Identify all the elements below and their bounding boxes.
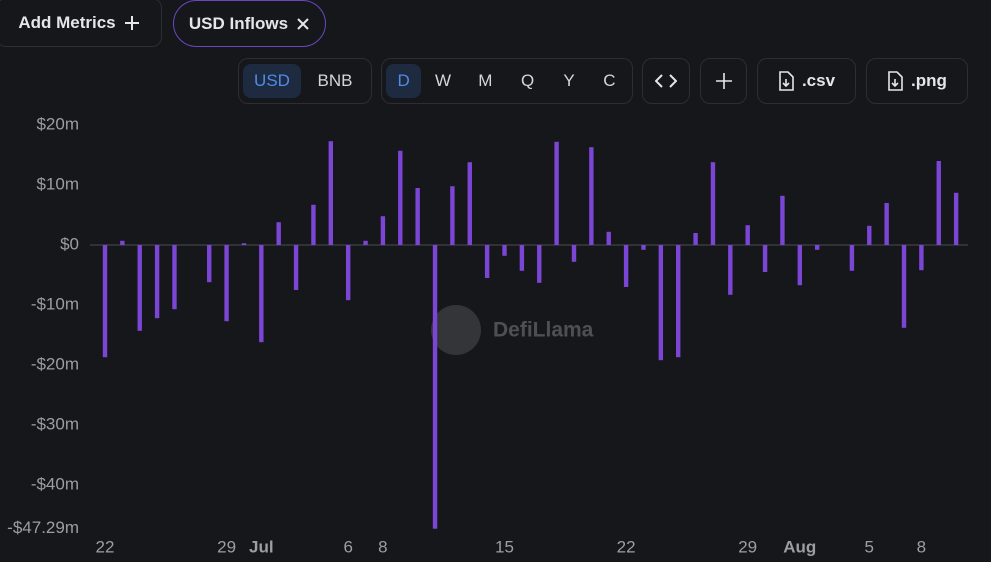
bar xyxy=(728,245,733,295)
add-button[interactable] xyxy=(700,58,747,104)
bar xyxy=(502,245,507,256)
x-tick-label: 5 xyxy=(865,537,874,556)
x-tick-label: 8 xyxy=(378,537,387,556)
bar xyxy=(762,245,768,272)
toggle[interactable]: D xyxy=(386,64,422,98)
bar xyxy=(345,245,351,301)
watermark: DefiLlama xyxy=(431,305,594,355)
watermark-logo xyxy=(431,305,481,355)
csv-button[interactable]: .csv xyxy=(757,58,856,104)
bar xyxy=(293,245,299,290)
close-icon xyxy=(297,17,309,30)
label: .png xyxy=(911,71,947,90)
y-tick-label: $0 xyxy=(60,234,79,253)
bar xyxy=(259,245,264,343)
bar xyxy=(901,245,907,328)
x-tick-label: Jul xyxy=(249,537,274,556)
bar xyxy=(120,240,125,245)
plus-icon xyxy=(124,15,139,30)
toggle[interactable]: BNB xyxy=(317,71,353,90)
toggle[interactable]: USD xyxy=(243,64,301,98)
bar xyxy=(415,188,420,245)
bar xyxy=(953,192,959,245)
bar xyxy=(641,245,646,250)
plus-icon xyxy=(715,73,732,89)
x-tick-label: Aug xyxy=(783,537,816,556)
toggle[interactable]: W xyxy=(435,71,452,90)
add-metrics-button[interactable]: Add Metrics xyxy=(0,0,162,47)
embed-button[interactable] xyxy=(642,58,690,104)
metric-tab[interactable]: USD Inflows xyxy=(173,0,326,47)
bar xyxy=(919,245,924,271)
y-tick-label: -$40m xyxy=(31,474,79,493)
toggle[interactable]: Q xyxy=(521,71,535,90)
bar xyxy=(154,245,160,319)
y-tick-label: -$10m xyxy=(31,294,79,313)
y-tick-label: -$47.29m xyxy=(7,518,79,537)
x-tick-label: 6 xyxy=(343,537,352,556)
bar xyxy=(571,245,577,262)
bar xyxy=(137,245,142,331)
bar xyxy=(172,245,177,310)
toggle[interactable]: Y xyxy=(563,71,575,90)
toggle[interactable]: C xyxy=(603,71,616,90)
y-tick-label: -$30m xyxy=(31,414,79,433)
y-tick-label: -$20m xyxy=(31,354,79,373)
x-tick-label: 8 xyxy=(917,537,926,556)
x-tick-label: 22 xyxy=(617,537,636,556)
bar xyxy=(311,204,316,245)
bar xyxy=(849,245,855,271)
bar xyxy=(676,245,681,358)
bar xyxy=(537,245,542,283)
bar xyxy=(467,162,472,245)
bar xyxy=(623,245,629,287)
label: .csv xyxy=(801,71,836,90)
bar xyxy=(693,233,698,245)
bar xyxy=(554,141,559,245)
watermark-text: DefiLlama xyxy=(493,319,594,342)
y-tick-label: $10m xyxy=(36,174,79,193)
x-tick-label: 29 xyxy=(738,537,757,556)
bar xyxy=(884,203,889,245)
toggle[interactable]: M xyxy=(478,71,493,90)
code-icon xyxy=(655,74,677,88)
bar xyxy=(432,245,438,529)
bar xyxy=(797,245,802,286)
bar xyxy=(710,162,716,245)
bar xyxy=(241,243,247,245)
bar xyxy=(484,245,490,278)
bar xyxy=(224,245,229,322)
denomination-group: USD BNB xyxy=(238,58,372,104)
bar xyxy=(589,147,594,245)
period-group: D W M Q Y C xyxy=(381,58,633,104)
bar xyxy=(814,245,820,250)
bar xyxy=(363,240,368,245)
x-tick-label: 22 xyxy=(96,537,115,556)
bar xyxy=(780,195,785,245)
bar xyxy=(276,222,281,245)
file-icon xyxy=(779,71,794,91)
bar xyxy=(380,216,386,245)
bar xyxy=(328,141,334,245)
y-tick-label: $20m xyxy=(36,114,79,133)
bar xyxy=(207,245,212,283)
png-button[interactable]: .png xyxy=(866,58,968,104)
bar xyxy=(606,231,611,245)
label: USD Inflows xyxy=(188,13,289,33)
bar xyxy=(450,186,455,245)
x-tick-label: 29 xyxy=(217,537,236,556)
bar xyxy=(936,161,941,245)
bar xyxy=(519,245,525,271)
bar xyxy=(867,225,872,245)
bar xyxy=(658,245,664,361)
file-icon xyxy=(888,71,903,91)
bar xyxy=(102,245,108,358)
bar xyxy=(398,150,403,245)
bar xyxy=(745,225,750,245)
label: Add Metrics xyxy=(18,12,116,32)
x-tick-label: 15 xyxy=(495,537,514,556)
